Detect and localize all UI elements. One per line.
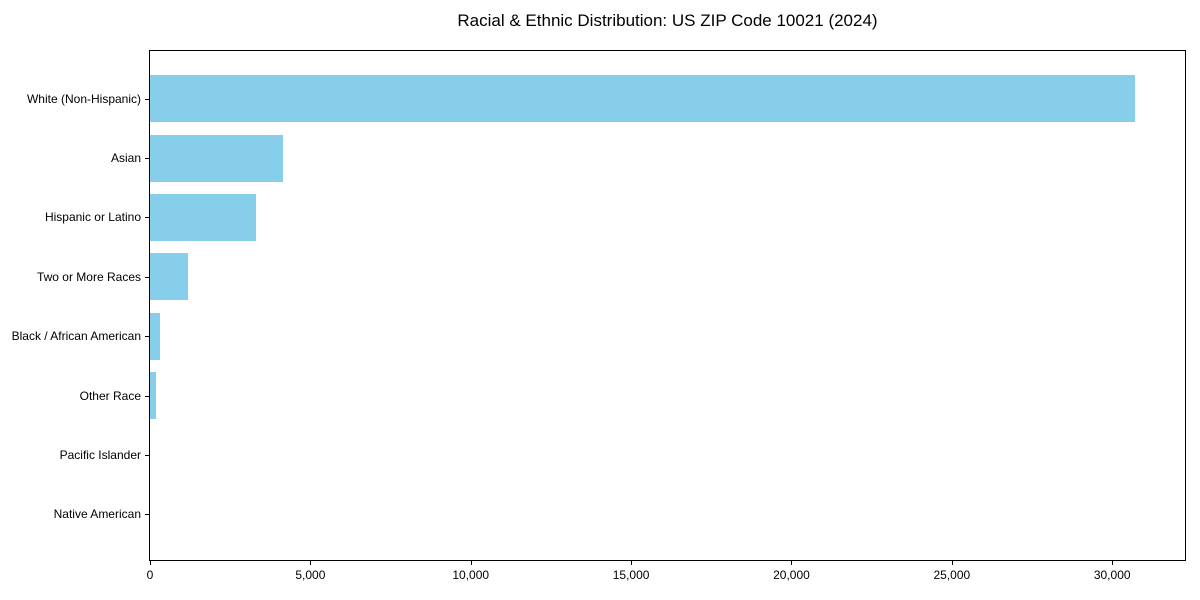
bar-white-non-hispanic <box>150 75 1135 123</box>
x-tick-label: 5,000 <box>295 568 326 582</box>
y-tick-label: Other Race <box>79 388 141 403</box>
bar-other-race <box>150 372 157 420</box>
x-axis-tick <box>791 561 793 565</box>
x-axis-tick <box>310 561 312 565</box>
y-axis-tick <box>145 158 149 160</box>
y-axis-tick <box>145 98 149 100</box>
plot-area: White (Non-Hispanic) Asian Hispanic or Lat… <box>12 50 1186 582</box>
x-tick-label: 10,000 <box>452 568 490 582</box>
x-tick-label: 0 <box>146 568 154 582</box>
x-tick-label: 25,000 <box>933 568 971 582</box>
y-tick-label: Two or More Races <box>36 269 141 284</box>
y-tick-label: White (Non-Hispanic) <box>26 91 141 106</box>
x-tick-label: 30,000 <box>1093 568 1131 582</box>
bar-asian <box>150 134 284 182</box>
x-tick-label: 15,000 <box>612 568 650 582</box>
bar-hispanic-or-latino <box>150 193 256 241</box>
x-axis-tick <box>951 561 953 565</box>
chart-title: Racial & Ethnic Distribution: US ZIP Cod… <box>457 11 878 30</box>
bar-black-african-american <box>150 312 161 360</box>
y-axis-tick <box>145 217 149 219</box>
y-axis-tick <box>145 454 149 456</box>
y-axis-tick <box>145 514 149 516</box>
y-tick-label: Hispanic or Latino <box>44 210 141 225</box>
x-axis-tick <box>470 561 472 565</box>
x-axis-tick <box>631 561 633 565</box>
y-tick-label: Asian <box>110 151 141 166</box>
y-axis-tick <box>145 395 149 397</box>
bar-two-or-more-races <box>150 253 188 301</box>
x-tick-label: 20,000 <box>773 568 810 582</box>
y-tick-label: Pacific Islander <box>59 447 141 462</box>
y-axis-tick <box>145 336 149 338</box>
x-axis-tick <box>1112 561 1114 565</box>
y-tick-label: Black / African American <box>11 329 141 344</box>
y-tick-label: Native American <box>53 507 141 522</box>
y-axis-tick <box>145 276 149 278</box>
x-axis-tick <box>150 561 151 565</box>
